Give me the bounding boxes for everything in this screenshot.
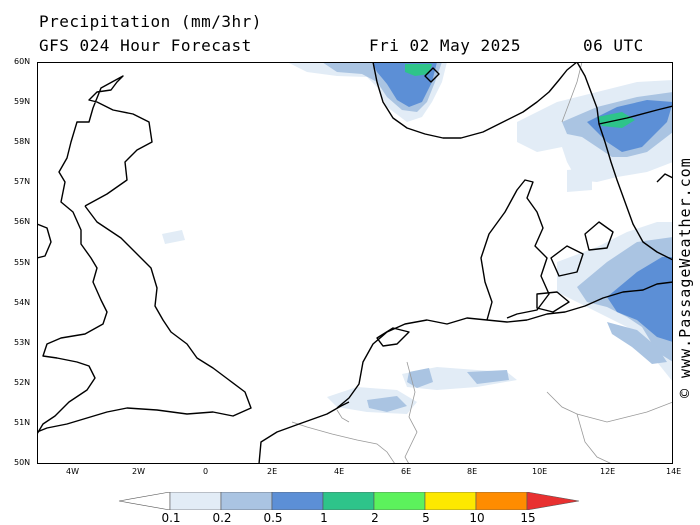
colorbar-segment xyxy=(373,492,426,510)
colorbar-label: 0.2 xyxy=(212,511,232,525)
colorbar-segment xyxy=(526,492,580,510)
lon-label: 2E xyxy=(267,467,278,476)
colorbar-label: 1 xyxy=(320,511,328,525)
lat-label: 57N xyxy=(14,177,31,186)
lon-label: 10E xyxy=(532,467,548,476)
colorbar-segment xyxy=(271,492,324,510)
colorbar-label: 5 xyxy=(422,511,430,525)
lon-label: 4E xyxy=(334,467,345,476)
forecast-time: 06 UTC xyxy=(583,36,644,55)
lon-label: 4W xyxy=(66,467,79,476)
coastlines xyxy=(37,62,673,464)
colorbar-segment xyxy=(475,492,528,510)
site-credit: © www.PassageWeather.com xyxy=(676,157,694,398)
colorbar-segment xyxy=(220,492,273,510)
lat-label: 53N xyxy=(14,338,31,347)
precipitation-map xyxy=(37,62,673,464)
lon-label: 8E xyxy=(467,467,478,476)
lon-label: 0 xyxy=(203,467,209,476)
lat-label: 54N xyxy=(14,298,31,307)
lon-label: 14E xyxy=(666,467,682,476)
lon-label: 2W xyxy=(132,467,145,476)
lat-label: 58N xyxy=(14,137,31,146)
forecast-label: GFS 024 Hour Forecast xyxy=(39,36,252,55)
colorbar-label: 0.5 xyxy=(263,511,283,525)
colorbar-label: 10 xyxy=(469,511,485,525)
precipitation-field xyxy=(162,62,673,414)
lat-label: 51N xyxy=(14,418,31,427)
colorbar-segment xyxy=(118,492,171,510)
lat-label: 56N xyxy=(14,217,31,226)
colorbar-segment xyxy=(322,492,375,510)
country-borders xyxy=(291,62,673,464)
precipitation-colorbar xyxy=(118,492,580,510)
lon-label: 12E xyxy=(600,467,616,476)
lat-label: 59N xyxy=(14,97,31,106)
map-title: Precipitation (mm/3hr) xyxy=(39,12,262,31)
lat-label: 52N xyxy=(14,378,31,387)
forecast-date: Fri 02 May 2025 xyxy=(369,36,521,55)
colorbar-label: 0.1 xyxy=(161,511,181,525)
colorbar-segment xyxy=(169,492,222,510)
lat-label: 55N xyxy=(14,258,31,267)
colorbar-segment xyxy=(424,492,477,510)
colorbar-label: 2 xyxy=(371,511,379,525)
lon-label: 6E xyxy=(401,467,412,476)
lat-label: 50N xyxy=(14,458,31,467)
lat-label: 60N xyxy=(14,57,31,66)
colorbar-label: 15 xyxy=(520,511,536,525)
